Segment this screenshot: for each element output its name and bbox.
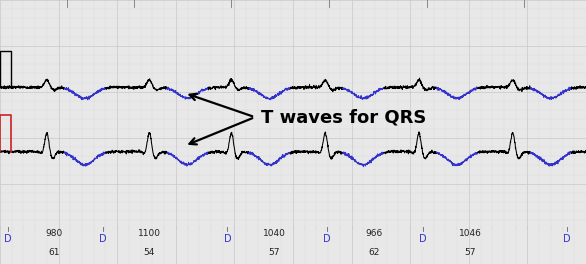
Text: 1046: 1046 bbox=[458, 229, 482, 238]
Text: D: D bbox=[98, 234, 107, 244]
Text: 57: 57 bbox=[268, 248, 280, 257]
Text: D: D bbox=[323, 234, 331, 244]
Text: 54: 54 bbox=[144, 248, 155, 257]
Text: 1100: 1100 bbox=[138, 229, 161, 238]
Text: D: D bbox=[563, 234, 571, 244]
Text: D: D bbox=[223, 234, 231, 244]
Text: 62: 62 bbox=[368, 248, 380, 257]
Text: D: D bbox=[4, 234, 12, 244]
Text: D: D bbox=[419, 234, 427, 244]
Text: 966: 966 bbox=[365, 229, 383, 238]
Text: 57: 57 bbox=[464, 248, 476, 257]
Text: 1040: 1040 bbox=[263, 229, 286, 238]
Text: T waves for QRS: T waves for QRS bbox=[261, 108, 426, 126]
Text: 980: 980 bbox=[45, 229, 63, 238]
Text: 61: 61 bbox=[48, 248, 60, 257]
